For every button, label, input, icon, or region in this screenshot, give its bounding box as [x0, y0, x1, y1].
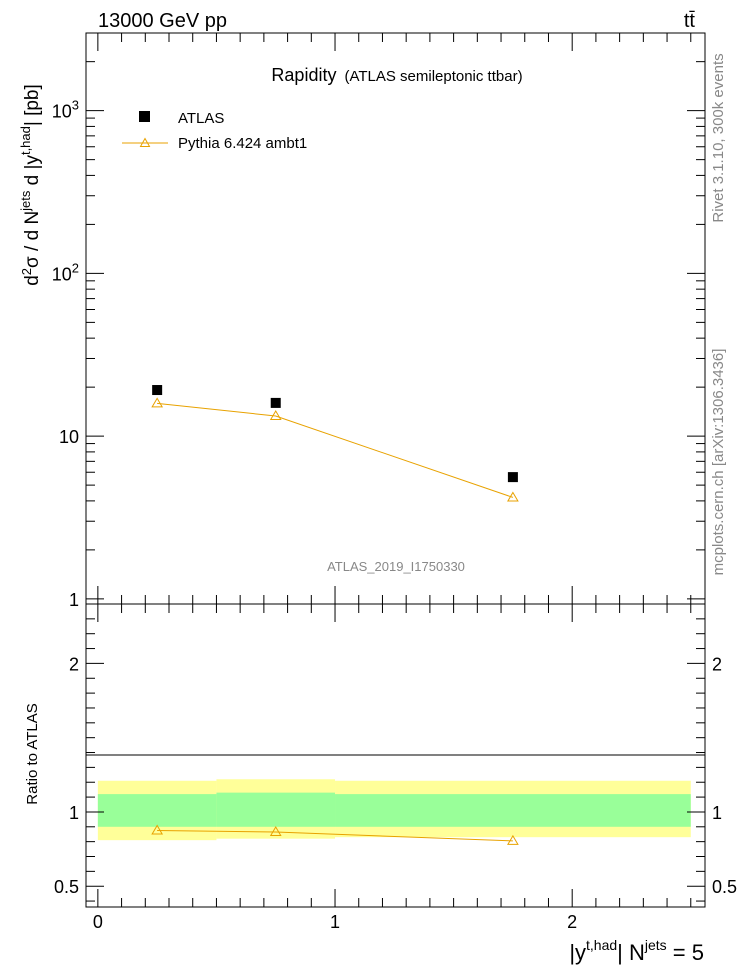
x-tick-label: 1 — [330, 912, 340, 932]
legend-atlas-marker — [139, 111, 150, 122]
ratio-band-inner — [97, 794, 217, 827]
analysis-label: ATLAS_2019_I1750330 — [327, 559, 465, 574]
ratio-band-inner — [335, 794, 691, 827]
rivet-label: Rivet 3.1.10, 300k events — [710, 53, 727, 222]
ratio-y-tick-label: 0.5 — [54, 877, 79, 897]
atlas-point — [507, 472, 518, 483]
atlas-point — [270, 397, 281, 408]
main-y-axis-label: d2σ / d Njets d |yt,had| [pb] — [18, 84, 43, 286]
ratio-y-tick-label-right: 0.5 — [712, 877, 737, 897]
ratio-pythia-line — [157, 830, 513, 842]
x-tick-label: 0 — [93, 912, 103, 932]
legend-pythia-marker — [139, 137, 151, 147]
main-ticks: 1 10 102 103 — [52, 32, 705, 610]
ratio-y-tick-label: 2 — [69, 654, 79, 674]
process-label: tt̄ — [684, 10, 696, 32]
ratio-y-tick-label-right: 1 — [712, 803, 722, 823]
pythia-point — [269, 409, 282, 420]
legend: ATLAS Pythia 6.424 ambt1 — [122, 110, 307, 152]
mcplots-label: mcplots.cern.ch [arXiv:1306.3436] — [710, 349, 727, 576]
ratio-y-axis-label: Ratio to ATLAS — [24, 703, 41, 804]
ratio-pythia-point — [507, 834, 519, 845]
legend-pythia-label: Pythia 6.424 ambt1 — [178, 135, 307, 152]
ratio-frame — [85, 603, 706, 908]
pythia-point — [151, 397, 164, 408]
ratio-plot-area — [151, 824, 519, 845]
ratio-y-tick-label: 1 — [69, 803, 79, 823]
ratio-pythia-point — [269, 826, 282, 836]
x-tick-label: 2 — [567, 912, 577, 932]
pythia-point — [507, 491, 519, 502]
atlas-point — [152, 385, 163, 396]
main-y-tick-label: 1 — [69, 590, 79, 610]
main-y-tick-label: 102 — [52, 260, 79, 284]
ratio-pythia-point — [151, 824, 164, 835]
ratio-panel: 0.5 0.5 1 1 2 2 0 1 2 Ratio to ATLAS |yt,had| Nj… — [24, 603, 737, 965]
energy-label: 13000 GeV pp — [98, 10, 227, 32]
main-panel: 1 10 102 103 Rapidity (ATLAS semileptonic tt… — [18, 32, 706, 610]
ratio-band-inner — [216, 792, 336, 827]
main-y-tick-label: 103 — [52, 98, 79, 122]
legend-atlas-label: ATLAS — [178, 110, 224, 127]
pythia-line — [157, 402, 514, 498]
ratio-ticks: 0.5 0.5 1 1 2 2 0 1 2 — [54, 604, 737, 932]
main-y-tick-label: 10 — [59, 427, 79, 447]
x-axis-label: |yt,had| Njets = 5 — [569, 937, 704, 965]
plot-title: Rapidity (ATLAS semileptonic ttbar) — [271, 65, 522, 85]
main-plot-area — [151, 385, 519, 502]
ratio-y-tick-label-right: 2 — [712, 654, 722, 674]
ratio-bands — [97, 779, 691, 841]
